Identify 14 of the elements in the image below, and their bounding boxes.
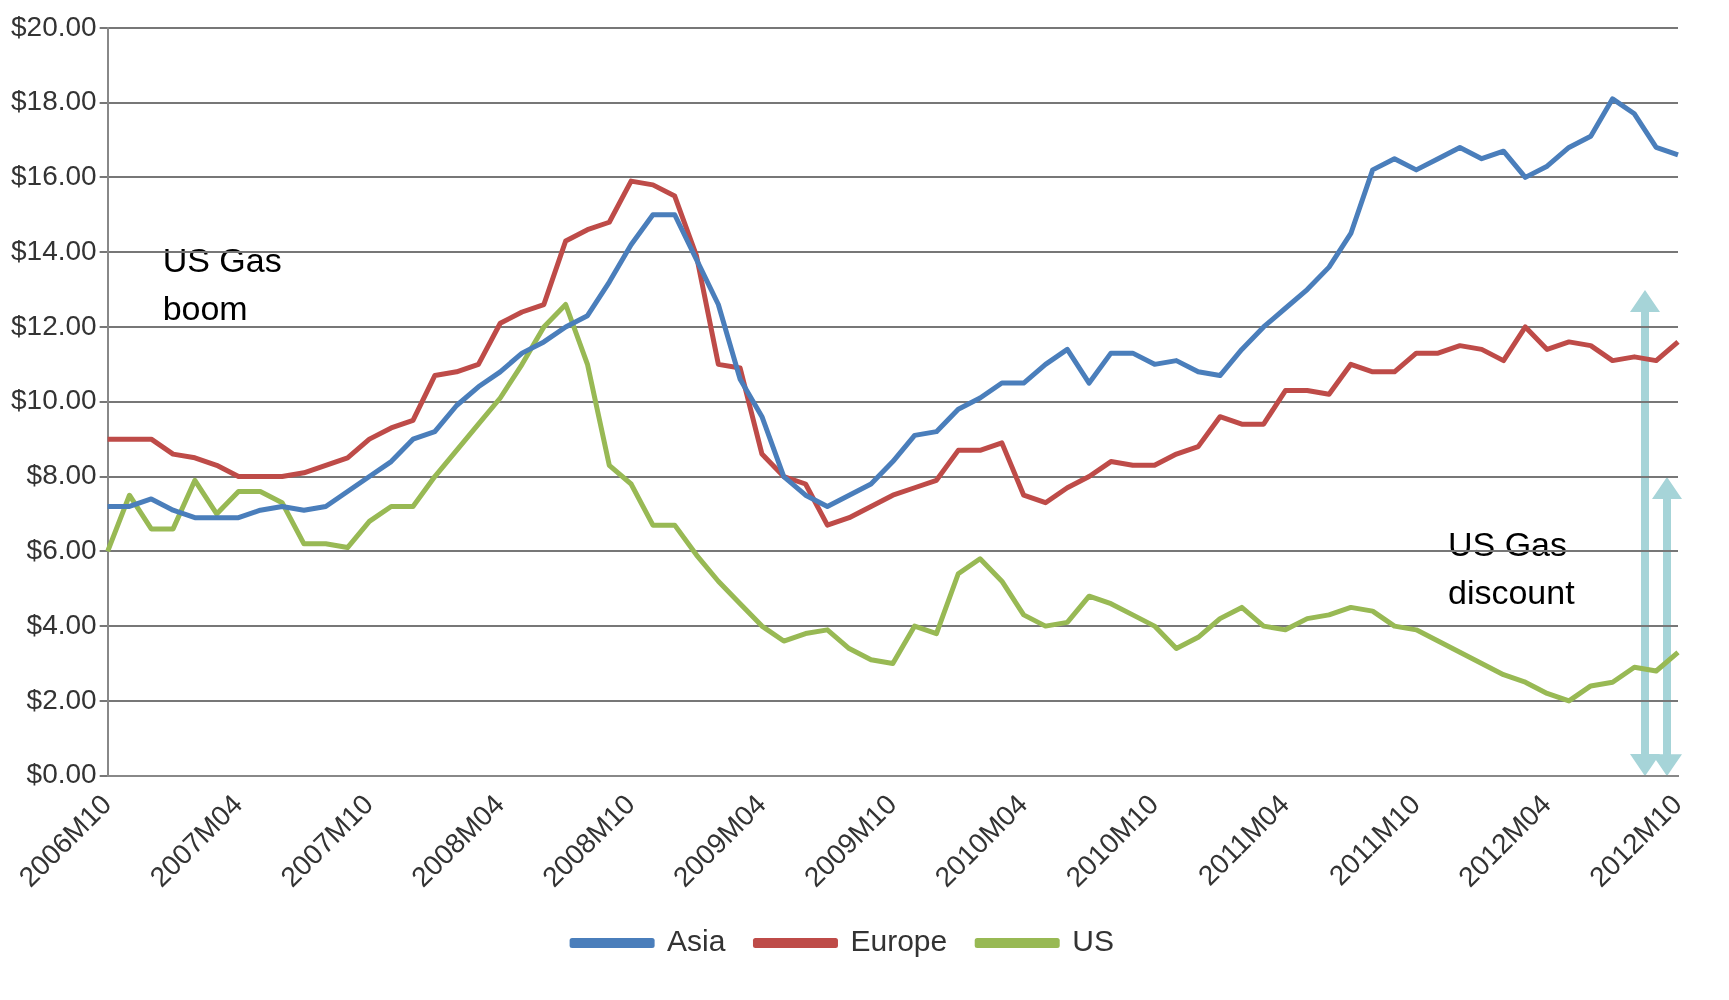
y-tick-label: $20.00 [11, 10, 97, 42]
y-tick-label: $18.00 [11, 85, 97, 117]
legend-label: Asia [667, 924, 726, 958]
y-tick-label: $8.00 [26, 459, 97, 491]
legend-label: Europe [850, 924, 948, 958]
y-tick-label: $12.00 [11, 309, 97, 341]
y-tick-label: $16.00 [11, 160, 97, 192]
y-tick-label: $4.00 [26, 608, 97, 640]
legend-label: US [1072, 924, 1114, 958]
y-tick-label: $0.00 [26, 758, 97, 790]
y-tick-label: $2.00 [26, 683, 97, 715]
y-tick-label: $14.00 [11, 234, 97, 266]
y-tick-label: $10.00 [11, 384, 97, 416]
y-tick-label: $6.00 [26, 534, 97, 566]
